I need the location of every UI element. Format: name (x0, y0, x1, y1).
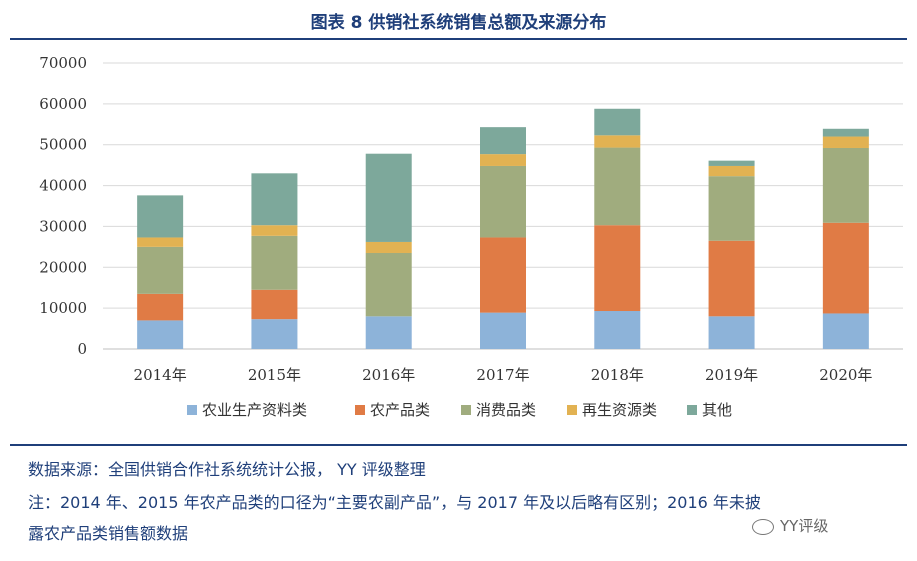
bar-segment (137, 237, 184, 247)
bar-segment (480, 127, 526, 155)
source-note: 数据来源：全国供销合作社系统统计公报， YY 评级整理 (28, 460, 426, 479)
y-axis-ticks: 0 10000 20000 30000 40000 50000 60000 70000 (39, 54, 87, 358)
bar-segment (708, 316, 755, 349)
bars (137, 108, 869, 349)
stacked-bar-chart: 0 10000 20000 30000 40000 50000 60000 70000 201… (39, 54, 903, 419)
y-tick-label: 0 (77, 340, 87, 358)
y-tick-label: 50000 (39, 136, 87, 154)
x-tick-label: 2014年 (134, 366, 187, 384)
bar-segment (480, 237, 526, 313)
bar-segment (365, 241, 412, 253)
bar-segment (708, 176, 755, 241)
legend-swatch (461, 405, 471, 415)
y-tick-label: 30000 (39, 217, 87, 235)
x-tick-label: 2018年 (591, 366, 644, 384)
y-tick-label: 10000 (39, 299, 87, 317)
bar-segment (137, 320, 184, 349)
legend-label: 再生资源类 (582, 401, 657, 419)
bar-segment (251, 225, 298, 236)
x-tick-label: 2015年 (248, 366, 301, 384)
bar-segment (594, 108, 641, 136)
bar-segment (708, 240, 755, 317)
bar-segment (251, 289, 298, 320)
bar-segment (594, 147, 641, 226)
y-tick-label: 20000 (39, 258, 87, 276)
y-tick-label: 70000 (39, 54, 87, 72)
bar-segment (251, 173, 298, 226)
legend-label: 其他 (702, 401, 732, 419)
legend-label: 农业生产资料类 (202, 401, 307, 419)
bar-segment (365, 252, 412, 317)
x-tick-label: 2020年 (819, 366, 872, 384)
legend-swatch (355, 405, 365, 415)
gridlines (103, 62, 903, 350)
bar-segment (708, 160, 755, 166)
y-tick-label: 40000 (39, 177, 87, 195)
bar-segment (594, 311, 641, 349)
footnote-line-1: 注：2014 年、2015 年农产品类的口径为“主要农副产品”，与 2017 年… (28, 493, 761, 512)
bar-segment (137, 293, 184, 321)
legend: 农业生产资料类 农产品类 消费品类 再生资源类 其他 (187, 401, 732, 419)
bar-segment (365, 316, 412, 349)
bar-segment (251, 319, 298, 349)
bar-segment (480, 154, 526, 166)
bar-segment (480, 165, 526, 238)
legend-label: 农产品类 (370, 401, 430, 419)
bar-segment (251, 235, 298, 290)
footer-rule (10, 444, 907, 446)
bar-segment (137, 246, 184, 294)
x-tick-label: 2017年 (476, 366, 529, 384)
bar-segment (480, 312, 526, 349)
chart-title: 图表 8 供销社系统销售总额及来源分布 (310, 13, 607, 33)
title-rule (10, 38, 907, 40)
y-tick-label: 60000 (39, 95, 87, 113)
bar-segment (137, 195, 184, 238)
bar-segment (822, 128, 869, 137)
bar-segment (708, 165, 755, 177)
bar-segment (822, 313, 869, 349)
bar-segment (365, 153, 412, 242)
x-tick-label: 2019年 (705, 366, 758, 384)
bar-segment (822, 136, 869, 148)
logo-text: YY评级 (780, 517, 829, 535)
x-axis-ticks: 2014年 2015年 2016年 2017年 2018年 2019年 2020年 (134, 366, 873, 384)
bar-segment (822, 147, 869, 223)
legend-swatch (187, 405, 197, 415)
x-tick-label: 2016年 (362, 366, 415, 384)
footnote-line-2: 露农产品类销售额数据 (28, 524, 189, 543)
bar-segment (822, 222, 869, 314)
legend-swatch (567, 405, 577, 415)
wechat-logo: YY评级 (752, 515, 828, 536)
bar-segment (594, 135, 641, 148)
wechat-icon (752, 518, 774, 535)
legend-label: 消费品类 (476, 401, 536, 419)
bar-segment (594, 225, 641, 312)
legend-swatch (687, 405, 697, 415)
